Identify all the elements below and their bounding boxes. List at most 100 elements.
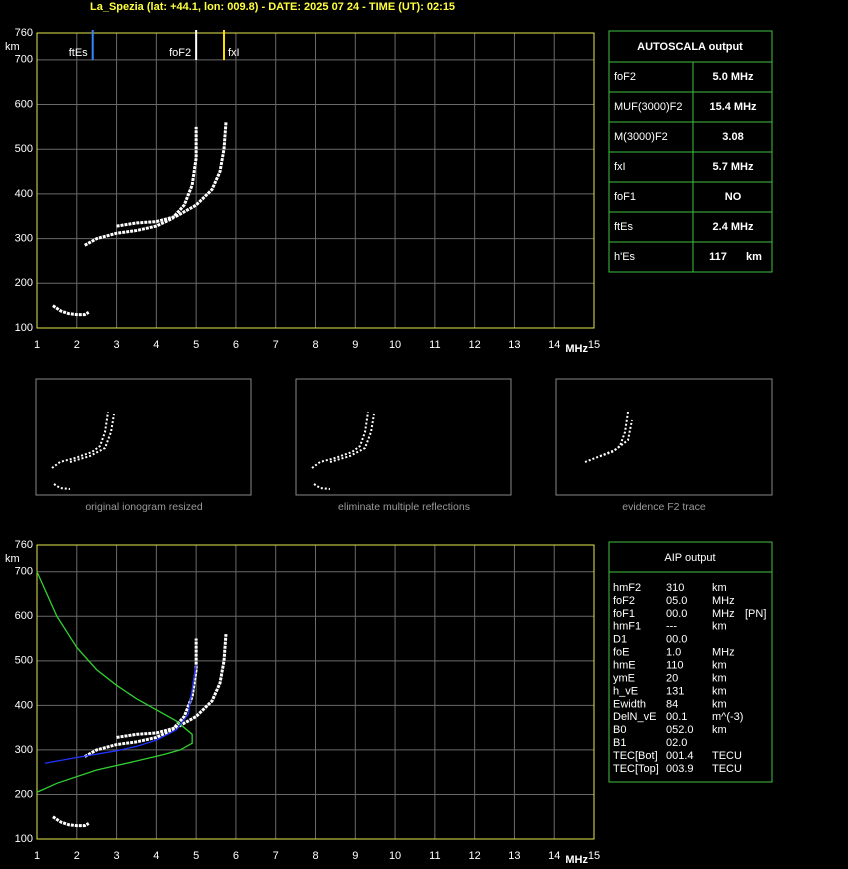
row-unit: km <box>746 251 762 263</box>
aip-cell: ymE <box>613 672 635 684</box>
x-tick-label: 13 <box>508 339 520 351</box>
row-value: NO <box>725 191 742 203</box>
x-tick-label: 10 <box>389 339 401 351</box>
row-value: 5.0 MHz <box>713 71 754 83</box>
aip-cell: B1 <box>613 737 626 749</box>
aip-cell: hmF2 <box>613 582 641 594</box>
y-tick-label: 760 <box>15 27 33 39</box>
x-tick-label: 5 <box>193 339 199 351</box>
x-tick-label: 4 <box>153 850 159 862</box>
aip-cell: 001.4 <box>666 750 694 762</box>
aip-cell: 131 <box>666 685 684 697</box>
x-tick-label: 1 <box>34 850 40 862</box>
x-tick-label: 14 <box>548 850 560 862</box>
trace <box>116 122 228 228</box>
y-tick-label: 300 <box>15 233 33 245</box>
x-tick-label: 1 <box>34 339 40 351</box>
y-tick-label: 600 <box>15 98 33 110</box>
aip-cell: 310 <box>666 582 684 594</box>
trace <box>36 571 193 793</box>
aip-cell: MHz <box>712 595 735 607</box>
aip-cell: MHz <box>712 608 735 620</box>
aip-cell: TECU <box>712 763 742 775</box>
aip-cell: foE <box>613 647 630 659</box>
y-tick-label: 700 <box>15 54 33 66</box>
thumbnail-caption: original ionogram resized <box>85 501 202 513</box>
aip-cell: 1.0 <box>666 647 681 659</box>
x-axis-label: MHz <box>565 343 588 355</box>
marker-label: fxI <box>228 47 240 59</box>
aip-cell: 20 <box>666 672 678 684</box>
row-label: foF2 <box>614 71 636 83</box>
aip-cell: km <box>712 672 727 684</box>
x-tick-label: 9 <box>352 850 358 862</box>
x-tick-label: 15 <box>588 850 600 862</box>
x-tick-label: 4 <box>153 339 159 351</box>
aip-cell: 00.1 <box>666 711 687 723</box>
aip-cell: hmE <box>613 659 636 671</box>
thumbnail-caption: eliminate multiple reflections <box>338 501 470 513</box>
aip-cell: B0 <box>613 724 626 736</box>
x-tick-label: 5 <box>193 850 199 862</box>
x-tick-label: 8 <box>312 850 318 862</box>
trace <box>44 665 197 764</box>
aip-cell: 00.0 <box>666 608 687 620</box>
x-tick-label: 14 <box>548 339 560 351</box>
aip-cell: foF1 <box>613 608 635 620</box>
x-tick-label: 12 <box>469 850 481 862</box>
aip-cell: hmF1 <box>613 621 641 633</box>
aip-cell: [PN] <box>745 608 766 620</box>
y-tick-label: 760 <box>15 539 33 551</box>
aip-box <box>608 541 773 783</box>
aip-cell: DelN_vE <box>613 711 656 723</box>
trace <box>116 633 228 739</box>
y-tick-label: 200 <box>15 788 33 800</box>
x-tick-label: 11 <box>429 850 440 862</box>
row-value: 15.4 MHz <box>709 101 757 113</box>
x-axis-label: MHz <box>565 854 588 866</box>
x-tick-label: 11 <box>429 339 440 351</box>
aip-cell: km <box>712 582 727 594</box>
trace <box>52 304 90 317</box>
x-tick-label: 7 <box>273 850 279 862</box>
y-tick-label: 100 <box>15 833 33 845</box>
x-tick-label: 2 <box>74 339 80 351</box>
x-tick-label: 6 <box>233 850 239 862</box>
x-tick-label: 15 <box>588 339 600 351</box>
aip-cell: Ewidth <box>613 698 646 710</box>
aip-cell: m^(-3) <box>712 711 743 723</box>
aip-cell: TECU <box>712 750 742 762</box>
thumbnail <box>35 378 252 496</box>
x-tick-label: 3 <box>114 339 120 351</box>
y-axis-label: km <box>5 41 20 53</box>
trace <box>52 815 90 828</box>
row-label: MUF(3000)F2 <box>614 101 682 113</box>
x-tick-label: 7 <box>273 339 279 351</box>
y-tick-label: 300 <box>15 744 33 756</box>
y-tick-label: 600 <box>15 610 33 622</box>
aip-cell: 003.9 <box>666 763 694 775</box>
aip-cell: h_vE <box>613 685 638 697</box>
thumbnail-caption: evidence F2 trace <box>622 501 706 513</box>
x-tick-label: 2 <box>74 850 80 862</box>
aip-cell: 110 <box>666 659 684 671</box>
aip-cell: --- <box>666 621 677 633</box>
x-tick-label: 12 <box>469 339 481 351</box>
row-label: ftEs <box>614 221 633 233</box>
aip-cell: TEC[Top] <box>613 763 659 775</box>
row-value: 3.08 <box>722 131 743 143</box>
y-axis-label: km <box>5 553 20 565</box>
aip-cell: 052.0 <box>666 724 694 736</box>
aip-cell: km <box>712 698 727 710</box>
y-tick-label: 500 <box>15 143 33 155</box>
aip-cell: TEC[Bot] <box>613 750 658 762</box>
aip-cell: km <box>712 621 727 633</box>
row-label: M(3000)F2 <box>614 131 668 143</box>
thumbnail <box>555 378 773 496</box>
y-tick-label: 400 <box>15 188 33 200</box>
y-tick-label: 700 <box>15 566 33 578</box>
aip-cell: MHz <box>712 647 735 659</box>
aip-cell: 00.0 <box>666 634 687 646</box>
